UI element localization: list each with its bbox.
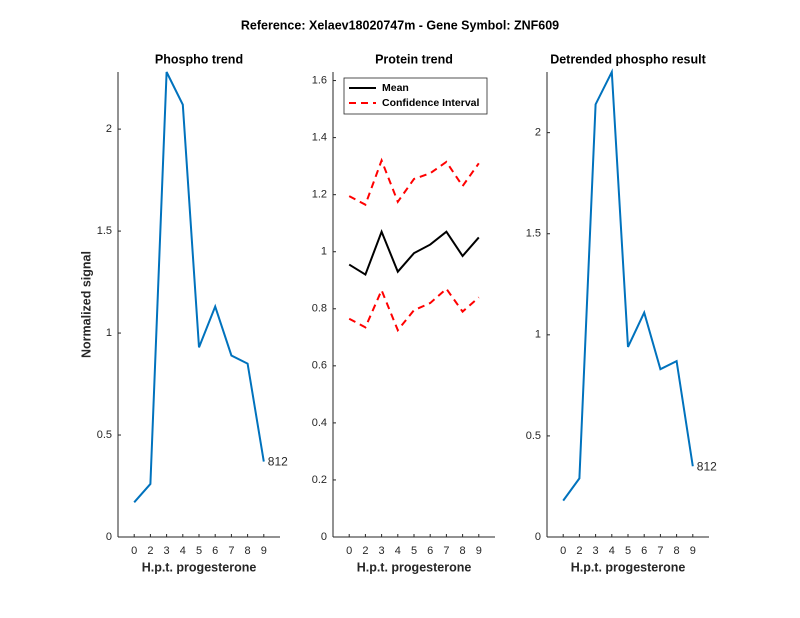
x-tick-label: 2 (147, 545, 153, 557)
x-tick-label: 4 (609, 545, 615, 557)
y-axis-label: Normalized signal (79, 251, 93, 358)
x-tick-label: 7 (443, 545, 449, 557)
y-tick-label: 0.2 (312, 474, 327, 486)
legend-label: Mean (382, 82, 409, 94)
x-tick-label: 7 (228, 545, 234, 557)
y-tick-label: 1.4 (312, 132, 327, 144)
data-line (133, 71, 265, 503)
y-tick-label: 1.6 (312, 74, 327, 86)
legend-label: Confidence Interval (382, 97, 480, 109)
subplot-title: Detrended phospho result (550, 52, 706, 66)
x-tick-label: 6 (641, 545, 647, 557)
x-tick-label: 6 (212, 545, 218, 557)
x-tick-label: 3 (379, 545, 385, 557)
x-axis-label: H.p.t. progesterone (571, 560, 686, 574)
figure-title: Reference: Xelaev18020747m - Gene Symbol… (241, 18, 559, 32)
y-tick-label: 0.8 (312, 303, 327, 315)
y-tick-label: 1 (535, 329, 541, 341)
y-tick-label: 0 (321, 531, 327, 543)
y-tick-label: 1 (321, 246, 327, 258)
x-tick-label: 6 (427, 545, 433, 557)
subplot-title: Protein trend (375, 52, 453, 66)
x-tick-label: 9 (690, 545, 696, 557)
x-tick-label: 9 (476, 545, 482, 557)
x-tick-label: 3 (593, 545, 599, 557)
x-tick-label: 0 (346, 545, 352, 557)
x-tick-label: 9 (261, 545, 267, 557)
subplot-title: Phospho trend (155, 52, 243, 66)
y-tick-label: 1.5 (97, 225, 112, 237)
data-line (348, 229, 480, 277)
ci-upper-line (348, 157, 480, 207)
y-tick-label: 0.5 (97, 429, 112, 441)
legend-box (343, 77, 488, 115)
data-line (562, 68, 694, 502)
y-tick-label: 1.2 (312, 189, 327, 201)
x-tick-label: 5 (625, 545, 631, 557)
y-tick-label: 0.5 (526, 430, 541, 442)
y-tick-label: 1 (106, 327, 112, 339)
x-tick-label: 7 (657, 545, 663, 557)
y-tick-label: 1.5 (526, 228, 541, 240)
x-tick-label: 0 (560, 545, 566, 557)
x-tick-label: 2 (362, 545, 368, 557)
x-tick-label: 8 (460, 545, 466, 557)
y-tick-label: 2 (535, 127, 541, 139)
y-tick-label: 0.4 (312, 417, 327, 429)
x-axis-label: H.p.t. progesterone (142, 560, 257, 574)
x-tick-label: 2 (576, 545, 582, 557)
y-tick-label: 2 (106, 123, 112, 135)
x-tick-label: 5 (196, 545, 202, 557)
ci-lower-line (348, 287, 480, 333)
annotation: 812 (697, 459, 717, 473)
x-tick-label: 8 (245, 545, 251, 557)
x-tick-label: 3 (164, 545, 170, 557)
x-tick-label: 5 (411, 545, 417, 557)
y-tick-label: 0 (535, 531, 541, 543)
x-axis-label: H.p.t. progesterone (357, 560, 472, 574)
x-tick-label: 0 (131, 545, 137, 557)
x-tick-label: 8 (674, 545, 680, 557)
y-tick-label: 0.6 (312, 360, 327, 372)
x-tick-label: 4 (180, 545, 186, 557)
y-tick-label: 0 (106, 531, 112, 543)
x-tick-label: 4 (395, 545, 401, 557)
annotation: 812 (268, 455, 288, 469)
